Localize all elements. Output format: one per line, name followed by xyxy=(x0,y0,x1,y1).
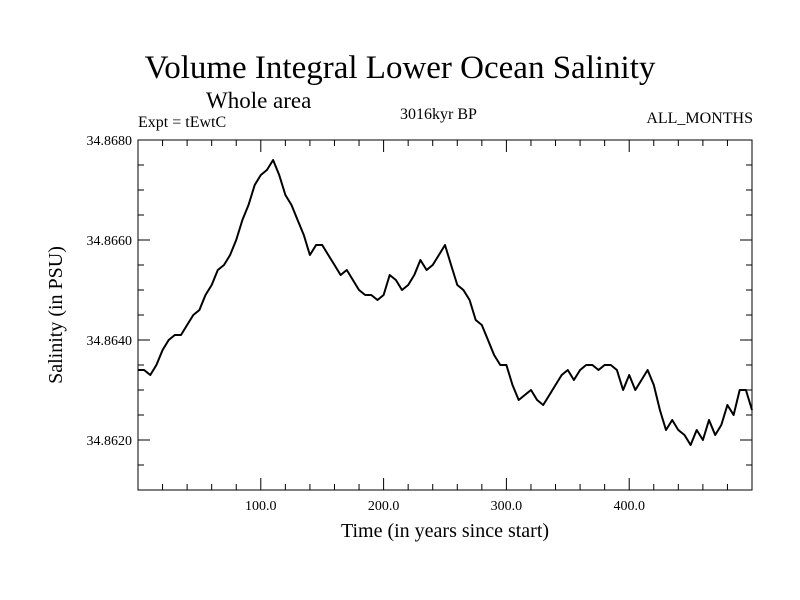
x-axis-label: Time (in years since start) xyxy=(341,520,549,542)
x-tick-label: 400.0 xyxy=(613,499,645,514)
y-tick-label: 34.8660 xyxy=(87,234,133,249)
x-tick-label: 200.0 xyxy=(368,499,400,514)
chart-title: Volume Integral Lower Ocean Salinity xyxy=(144,50,656,86)
y-tick-label: 34.8640 xyxy=(87,334,133,349)
x-tick-label: 100.0 xyxy=(245,499,277,514)
chart-subtitle: Whole area xyxy=(206,88,312,113)
plot-frame xyxy=(137,139,753,491)
salinity-line xyxy=(138,159,753,446)
x-tick-label: 300.0 xyxy=(491,499,523,514)
months-label: ALL_MONTHS xyxy=(646,110,753,127)
y-tick-label: 34.8680 xyxy=(87,134,133,149)
experiment-label: Expt = tEwtC xyxy=(138,114,227,131)
y-tick-label: 34.8620 xyxy=(87,434,133,449)
y-axis-label: Salinity (in PSU) xyxy=(45,246,67,384)
period-label: 3016kyr BP xyxy=(400,106,477,123)
